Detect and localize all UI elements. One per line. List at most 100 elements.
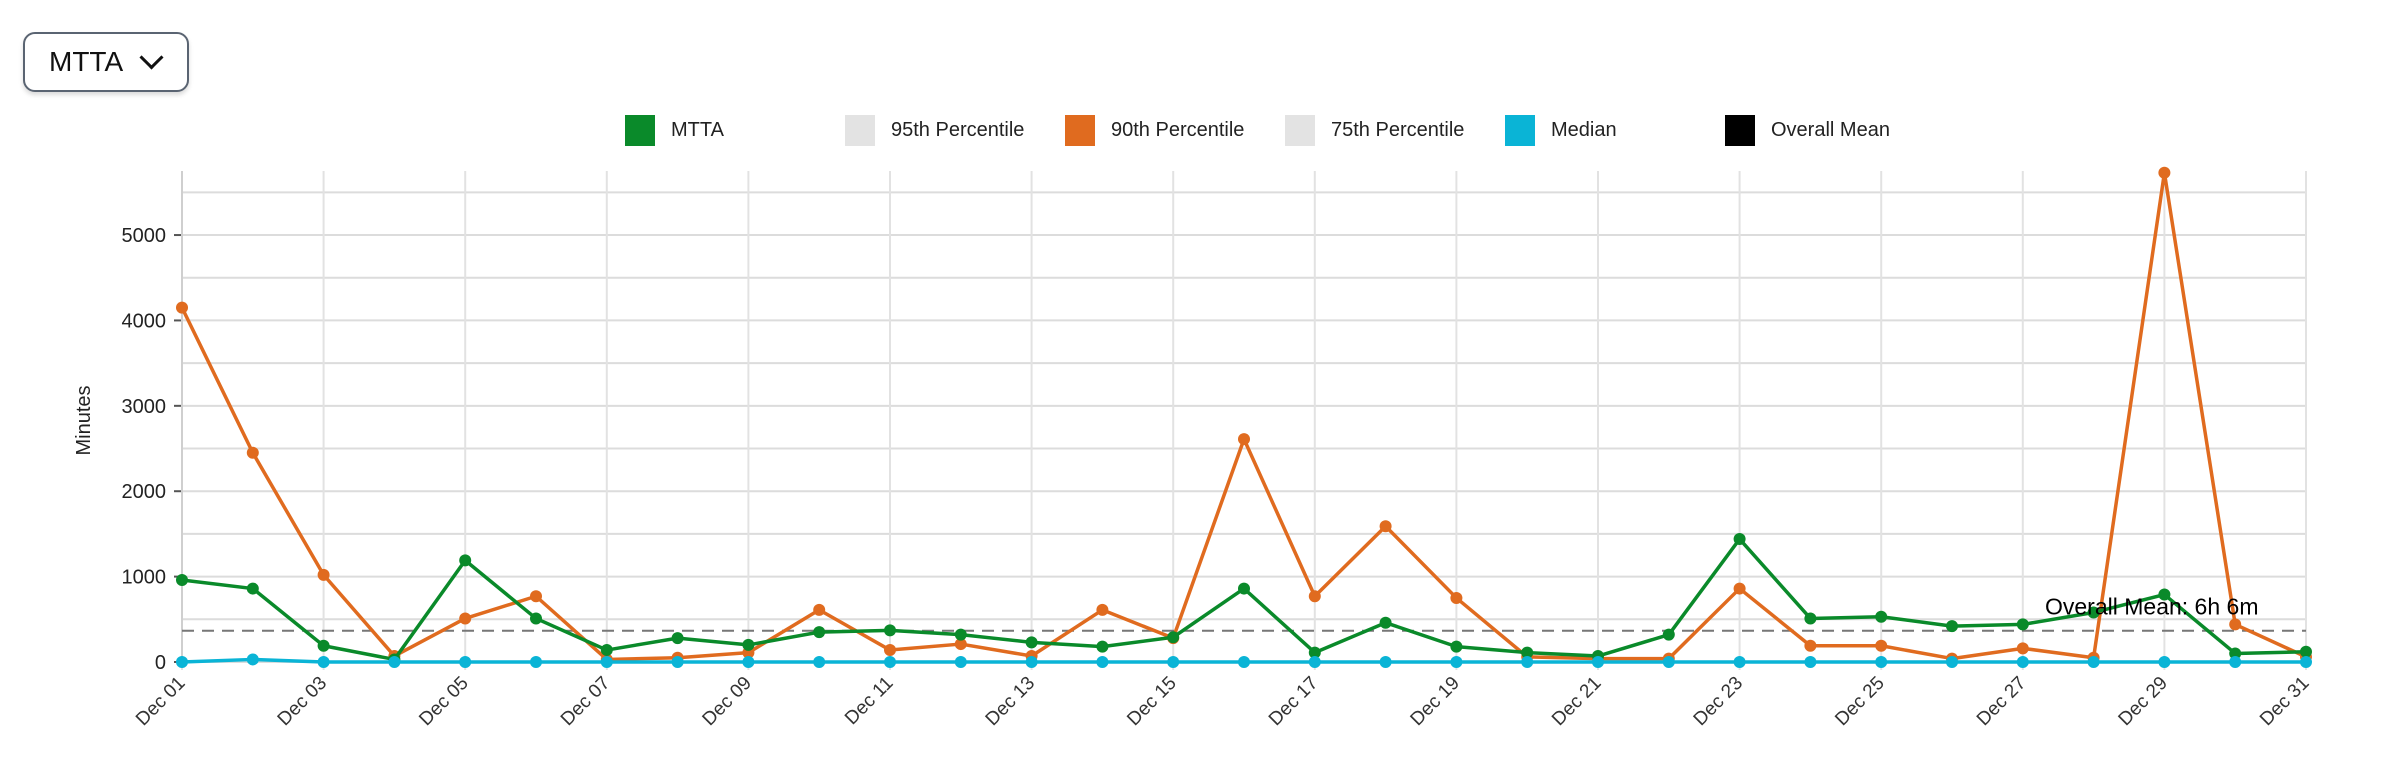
y-tick-label: 2000 bbox=[122, 481, 167, 503]
data-point-90th-percentile bbox=[1875, 639, 1888, 652]
data-point-mtta bbox=[884, 624, 896, 637]
data-point-90th-percentile bbox=[2229, 618, 2242, 631]
data-point-mtta bbox=[530, 612, 542, 625]
legend-swatch bbox=[625, 115, 655, 146]
x-tick-label: Dec 05 bbox=[415, 673, 472, 730]
data-point-mtta bbox=[1450, 640, 1463, 653]
x-tick-label: Dec 01 bbox=[132, 673, 189, 730]
data-point-median bbox=[671, 656, 684, 668]
data-point-median bbox=[884, 656, 896, 668]
data-point-mtta bbox=[671, 632, 684, 645]
data-point-median bbox=[1875, 656, 1888, 668]
data-point-90th-percentile bbox=[176, 301, 188, 314]
x-tick-label: Dec 15 bbox=[1123, 673, 1180, 730]
series-line-mtta bbox=[181, 537, 2307, 662]
x-tick-label: Dec 17 bbox=[1265, 673, 1322, 730]
data-point-median bbox=[954, 656, 967, 668]
data-point-mtta bbox=[2016, 618, 2029, 631]
legend-item-90th-percentile[interactable]: 90th Percentile bbox=[1065, 115, 1285, 146]
legend-item-mtta[interactable]: MTTA bbox=[625, 115, 845, 146]
legend-label: 95th Percentile bbox=[891, 119, 1025, 141]
data-point-mtta bbox=[2229, 647, 2242, 660]
data-point-mtta bbox=[459, 554, 472, 567]
x-tick-label: Dec 09 bbox=[699, 673, 756, 730]
y-tick-label: 5000 bbox=[122, 225, 167, 247]
data-point-median bbox=[1096, 656, 1109, 668]
x-tick-label: Dec 03 bbox=[274, 673, 331, 730]
data-point-median bbox=[1946, 656, 1958, 668]
data-point-90th-percentile bbox=[1096, 603, 1109, 616]
data-point-90th-percentile bbox=[1379, 520, 1392, 533]
data-point-mtta bbox=[1025, 636, 1038, 649]
data-point-mtta bbox=[1662, 628, 1675, 641]
legend-swatch bbox=[1065, 115, 1095, 146]
data-point-median bbox=[1167, 656, 1180, 668]
y-tick-label: 0 bbox=[155, 652, 166, 674]
data-point-90th-percentile bbox=[1450, 591, 1463, 604]
data-point-90th-percentile bbox=[1238, 433, 1250, 446]
data-point-median bbox=[2016, 656, 2029, 668]
legend-label: 90th Percentile bbox=[1111, 119, 1245, 141]
data-point-mtta bbox=[246, 582, 259, 595]
data-point-median bbox=[388, 656, 401, 668]
data-point-median bbox=[1238, 656, 1250, 668]
x-tick-label: Dec 23 bbox=[1690, 673, 1747, 730]
x-tick-label: Dec 25 bbox=[1831, 673, 1888, 730]
data-point-median bbox=[2158, 656, 2171, 668]
data-point-90th-percentile bbox=[1804, 639, 1817, 652]
data-point-median bbox=[2300, 656, 2312, 668]
x-tick-label: Dec 21 bbox=[1548, 673, 1605, 730]
legend-item-95th-percentile[interactable]: 95th Percentile bbox=[845, 115, 1065, 146]
data-point-90th-percentile bbox=[884, 644, 896, 657]
legend-item-median[interactable]: Median bbox=[1505, 115, 1725, 146]
data-point-mtta bbox=[176, 574, 188, 587]
legend-item-overall-mean[interactable]: Overall Mean bbox=[1725, 115, 1945, 146]
data-point-median bbox=[530, 656, 542, 668]
data-point-mtta bbox=[1167, 631, 1180, 644]
x-tick-label: Dec 31 bbox=[2256, 673, 2313, 730]
data-point-mtta bbox=[600, 644, 613, 657]
data-point-mtta bbox=[1096, 640, 1109, 653]
y-tick-label: 1000 bbox=[122, 567, 167, 589]
data-point-median bbox=[176, 656, 188, 668]
data-point-median bbox=[2229, 656, 2242, 668]
data-point-90th-percentile bbox=[2158, 166, 2171, 179]
metric-dropdown[interactable]: MTTA bbox=[23, 32, 189, 92]
y-tick-label: 4000 bbox=[122, 310, 167, 332]
data-point-median bbox=[1308, 656, 1321, 668]
data-point-median bbox=[1733, 656, 1746, 668]
chart-legend: MTTA 95th Percentile 90th Percentile 75th P… bbox=[625, 115, 1945, 146]
legend-label: Overall Mean bbox=[1771, 119, 1890, 141]
data-point-median bbox=[246, 653, 259, 666]
data-point-90th-percentile bbox=[317, 568, 330, 581]
data-point-median bbox=[1521, 656, 1534, 668]
metric-dropdown-value: MTTA bbox=[49, 46, 124, 77]
data-point-90th-percentile bbox=[2016, 642, 2029, 655]
data-point-mtta bbox=[317, 639, 330, 652]
x-tick-label: Dec 13 bbox=[982, 673, 1039, 730]
data-point-90th-percentile bbox=[459, 612, 472, 625]
data-point-90th-percentile bbox=[1733, 582, 1746, 595]
x-tick-label: Dec 27 bbox=[1973, 673, 2030, 730]
legend-swatch bbox=[1285, 115, 1315, 146]
data-point-median bbox=[1592, 656, 1604, 668]
y-tick-label: 3000 bbox=[122, 396, 167, 418]
data-point-90th-percentile bbox=[246, 446, 259, 459]
data-point-90th-percentile bbox=[813, 603, 826, 616]
x-tick-label: Dec 11 bbox=[841, 673, 897, 729]
legend-item-75th-percentile[interactable]: 75th Percentile bbox=[1285, 115, 1505, 146]
data-point-median bbox=[813, 656, 826, 668]
data-point-mtta bbox=[1804, 612, 1817, 625]
data-point-mtta bbox=[1379, 616, 1392, 629]
data-point-median bbox=[1804, 656, 1817, 668]
y-axis-label: Minutes bbox=[73, 385, 95, 455]
data-point-mtta bbox=[2158, 588, 2171, 601]
data-point-median bbox=[600, 656, 613, 668]
data-point-mtta bbox=[742, 638, 755, 651]
overall-mean-label: Overall Mean: 6h 6m bbox=[2045, 594, 2258, 620]
x-tick-label: Dec 29 bbox=[2115, 673, 2172, 730]
legend-swatch bbox=[1725, 115, 1755, 146]
data-point-median bbox=[459, 656, 472, 668]
data-point-median bbox=[1379, 656, 1392, 668]
